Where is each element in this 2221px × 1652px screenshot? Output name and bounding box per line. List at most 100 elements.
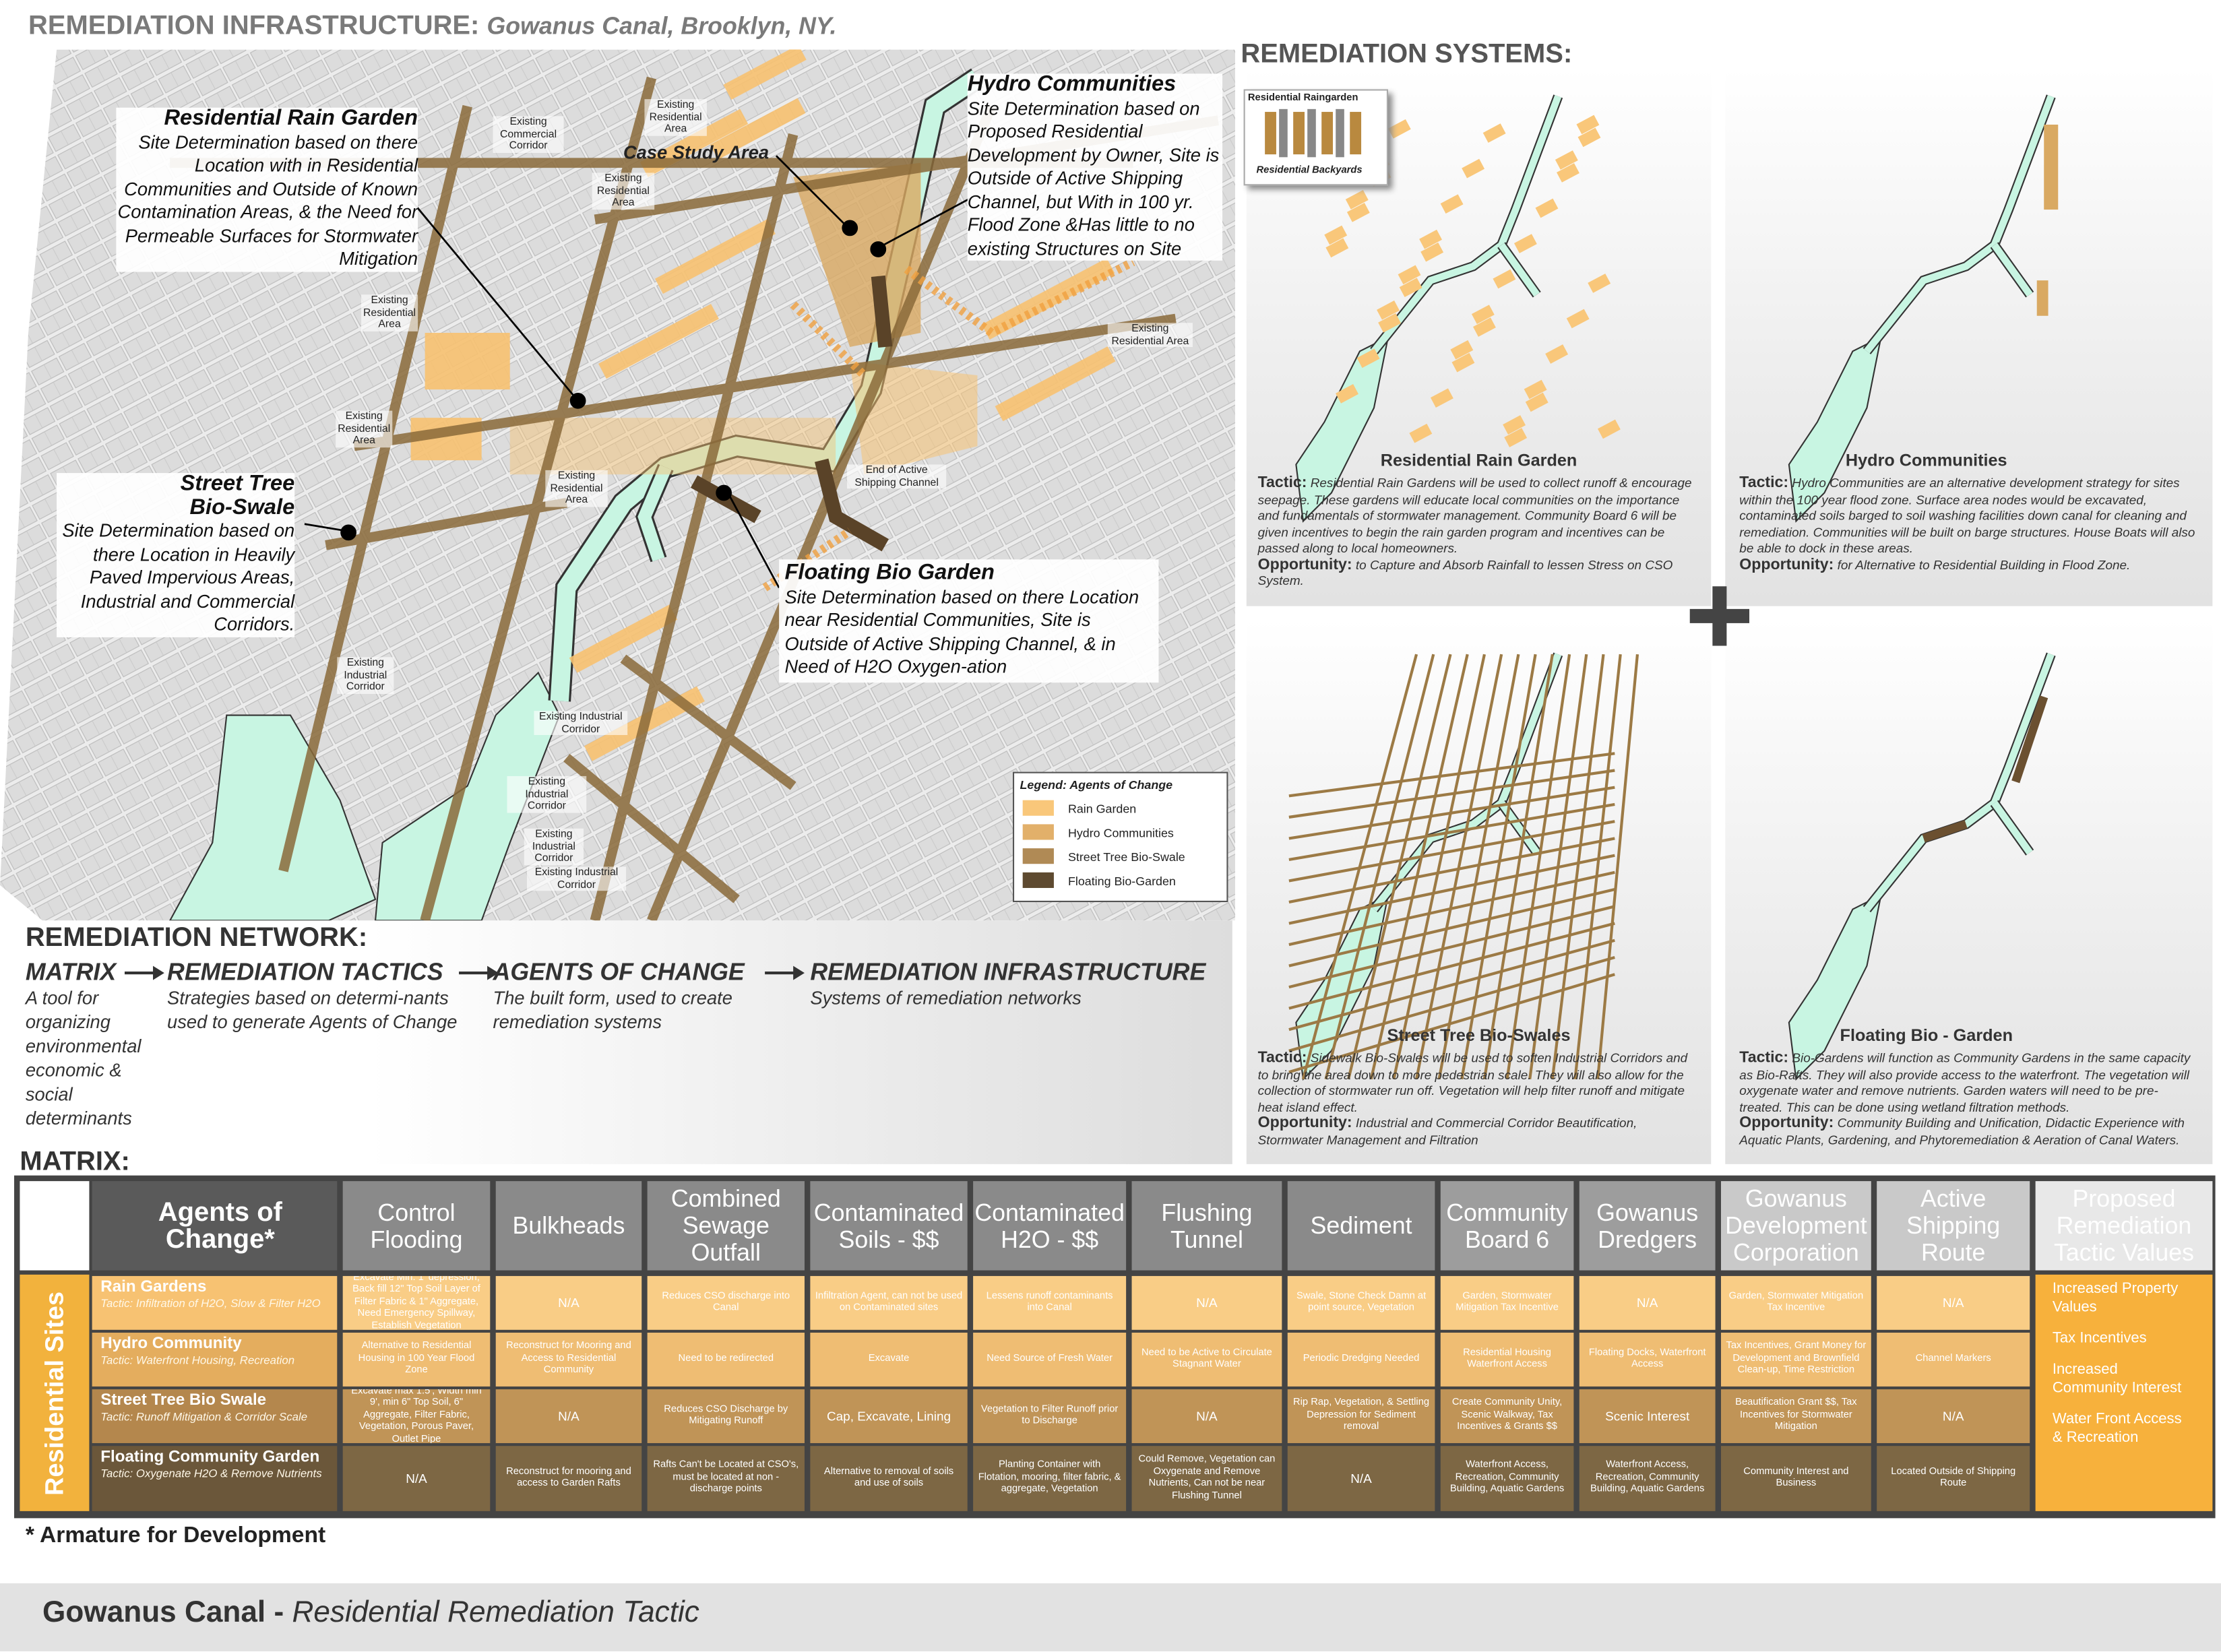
map-label: Existing Industrial Corridor	[337, 656, 394, 693]
matrix-cell: Create Community Unity, Scenic Walkway, …	[1440, 1389, 1574, 1443]
callout: Street Tree Bio-Swale Site Determination…	[57, 471, 295, 637]
matrix-cell: Excavate max 1.5', Width min 9', min 6" …	[342, 1389, 491, 1443]
callout-title: Residential Rain Garden	[164, 106, 418, 131]
matrix-cell: Garden, Stormwater Mitigation Tax Incent…	[1720, 1275, 1871, 1330]
canal-shape	[1788, 336, 1882, 523]
canal-shape	[1336, 384, 1358, 404]
canal-shape	[1414, 654, 1503, 1080]
legend-swatch	[1022, 872, 1054, 888]
tactic-text: Bio-Gardens will function as Community G…	[1739, 1050, 2191, 1114]
callout-title: Street Tree Bio-Swale	[180, 471, 295, 519]
legend-label: Hydro Communities	[1067, 825, 1174, 839]
canal-shape	[1288, 870, 1615, 947]
system-panel: Floating Bio - Garden Tactic: Bio-Gardens…	[1725, 618, 2213, 1164]
system-text: Tactic: Hydro Communities are an alterna…	[1739, 474, 2201, 573]
network-text: A tool for organizing environmental econ…	[25, 987, 142, 1129]
tactic-label: Tactic:	[1257, 474, 1307, 492]
matrix-cell: Swale, Stone Check Damn at point source,…	[1287, 1275, 1435, 1330]
matrix-cell: Community Interest and Business	[1720, 1446, 1871, 1511]
agent-name: Hydro Community	[100, 1335, 242, 1353]
canal-shape	[1451, 352, 1475, 373]
agent-cell: Rain Gardens Tactic: Infiltration of H2O,…	[92, 1275, 338, 1330]
matrix-cell: N/A	[1287, 1446, 1435, 1511]
system-title: Residential Rain Garden	[1380, 450, 1577, 470]
matrix-cell: Need Source of Fresh Water	[973, 1333, 1127, 1387]
column-header: Bulkheads	[495, 1181, 642, 1271]
matrix-cell: Located Outside of Shipping Route	[1877, 1446, 2030, 1511]
arrow	[124, 971, 156, 975]
system-panel: Street Tree Bio-Swales Tactic: Sidewalk B…	[1246, 618, 1712, 1164]
callout-text: Site Determination based on there Locati…	[62, 519, 295, 635]
inset-graphic	[1265, 108, 1362, 158]
callout: Residential Rain Garden Site Determinati…	[116, 106, 418, 272]
network-band	[0, 920, 1232, 1164]
legend-label: Floating Bio-Garden	[1067, 872, 1176, 887]
callout-text: Site Determination based on Proposed Res…	[967, 96, 1220, 259]
column-header: Contaminated Soils - $$	[810, 1181, 968, 1271]
canal-shape	[1377, 300, 1400, 320]
inset: Residential Raingarden Residential Backy…	[1243, 89, 1388, 186]
opportunity-text: to Capture and Absorb Rainfall to lessen…	[1257, 557, 1673, 588]
canal-shape	[1460, 654, 1537, 1080]
canal-shape	[1525, 392, 1549, 412]
canal-shape	[1597, 419, 1621, 439]
matrix-cell: Reduces CSO Discharge by Mitigating Runo…	[647, 1389, 805, 1443]
agent-tactic: Tactic: Oxygenate H2O & Remove Nutrients	[100, 1467, 322, 1480]
callout-title: Hydro Communities	[967, 72, 1177, 96]
network-step: MATRIX	[25, 959, 117, 986]
agent-cell: Hydro Community Tactic: Waterfront Housin…	[92, 1333, 338, 1387]
canal-shape	[1288, 802, 1615, 862]
inset-caption: Residential Backyards	[1256, 165, 1363, 176]
canal-shape	[1419, 229, 1442, 249]
network-step: REMEDIATION TACTICS	[167, 959, 443, 986]
canal-shape	[1450, 340, 1474, 360]
legend-swatch	[1022, 824, 1054, 840]
header-subtitle: Gowanus Canal, Brooklyn, NY.	[487, 12, 837, 40]
canal-shape	[1498, 243, 1540, 297]
arrow-head	[487, 965, 499, 980]
tactic-label: Tactic:	[1257, 1049, 1307, 1067]
matrix-cell: Rip Rap, Vegetation, & Settling Depressi…	[1287, 1389, 1435, 1443]
matrix-cell: N/A	[1579, 1275, 1716, 1330]
canal-shape	[1482, 123, 1506, 143]
opportunity-text: Industrial and Commercial Corridor Beaut…	[1257, 1116, 1637, 1147]
column-header: Flushing Tunnel	[1131, 1181, 1282, 1271]
header: REMEDIATION INFRASTRUCTURE: Gowanus Cana…	[28, 11, 836, 42]
matrix-cell: Excavate Min. 1' depression, Back fill 1…	[342, 1275, 491, 1330]
canal-shape	[1524, 379, 1547, 400]
canal-shape	[1503, 415, 1526, 435]
canal-shape	[1864, 95, 2055, 354]
matrix-cell: Excavate	[810, 1333, 968, 1387]
map-label: Existing Residential Area	[1107, 322, 1193, 347]
canal-shape	[1576, 115, 1600, 135]
matrix-cell: Vegetation to Filter Runoff prior to Dis…	[973, 1389, 1127, 1443]
system-map	[1788, 652, 2056, 1081]
matrix-cell: N/A	[1131, 1389, 1282, 1443]
legend-swatch	[1022, 848, 1054, 864]
canal-shape	[1325, 238, 1349, 258]
canal-shape	[1505, 654, 1571, 1080]
canal-shape	[1430, 388, 1453, 408]
canal-shape	[1437, 654, 1520, 1080]
matrix-cell: N/A	[342, 1446, 491, 1511]
system-text: Tactic: Sidewalk Bio-Swales will be used…	[1257, 1049, 1697, 1149]
canal-shape	[1369, 654, 1469, 1080]
system-map	[1288, 652, 1639, 1081]
map-label: Existing Residential Area	[592, 172, 655, 210]
agent-name: Rain Gardens	[100, 1279, 207, 1296]
network-title: REMEDIATION NETWORK:	[25, 923, 368, 953]
tactic-label: Tactic:	[1739, 474, 1789, 492]
opportunity-label: Opportunity:	[1739, 1114, 1834, 1132]
legend-item: Rain Garden	[1014, 796, 1226, 820]
canal-shape	[1324, 654, 1435, 1080]
matrix-cell: N/A	[1131, 1275, 1282, 1330]
agent-tactic: Tactic: Waterfront Housing, Recreation	[100, 1354, 295, 1367]
map-label: Existing Residential Area	[644, 98, 707, 135]
canal-shape	[1557, 163, 1579, 183]
system-title: Floating Bio - Garden	[1840, 1025, 2013, 1046]
tactic-text: Sidewalk Bio-Swales will be used to soft…	[1257, 1050, 1688, 1114]
matrix-cell: Planting Container with Flotation, moori…	[973, 1446, 1127, 1511]
value-item: Water Front Access & Recreation	[2052, 1410, 2182, 1447]
matrix-cell: N/A	[495, 1389, 642, 1443]
